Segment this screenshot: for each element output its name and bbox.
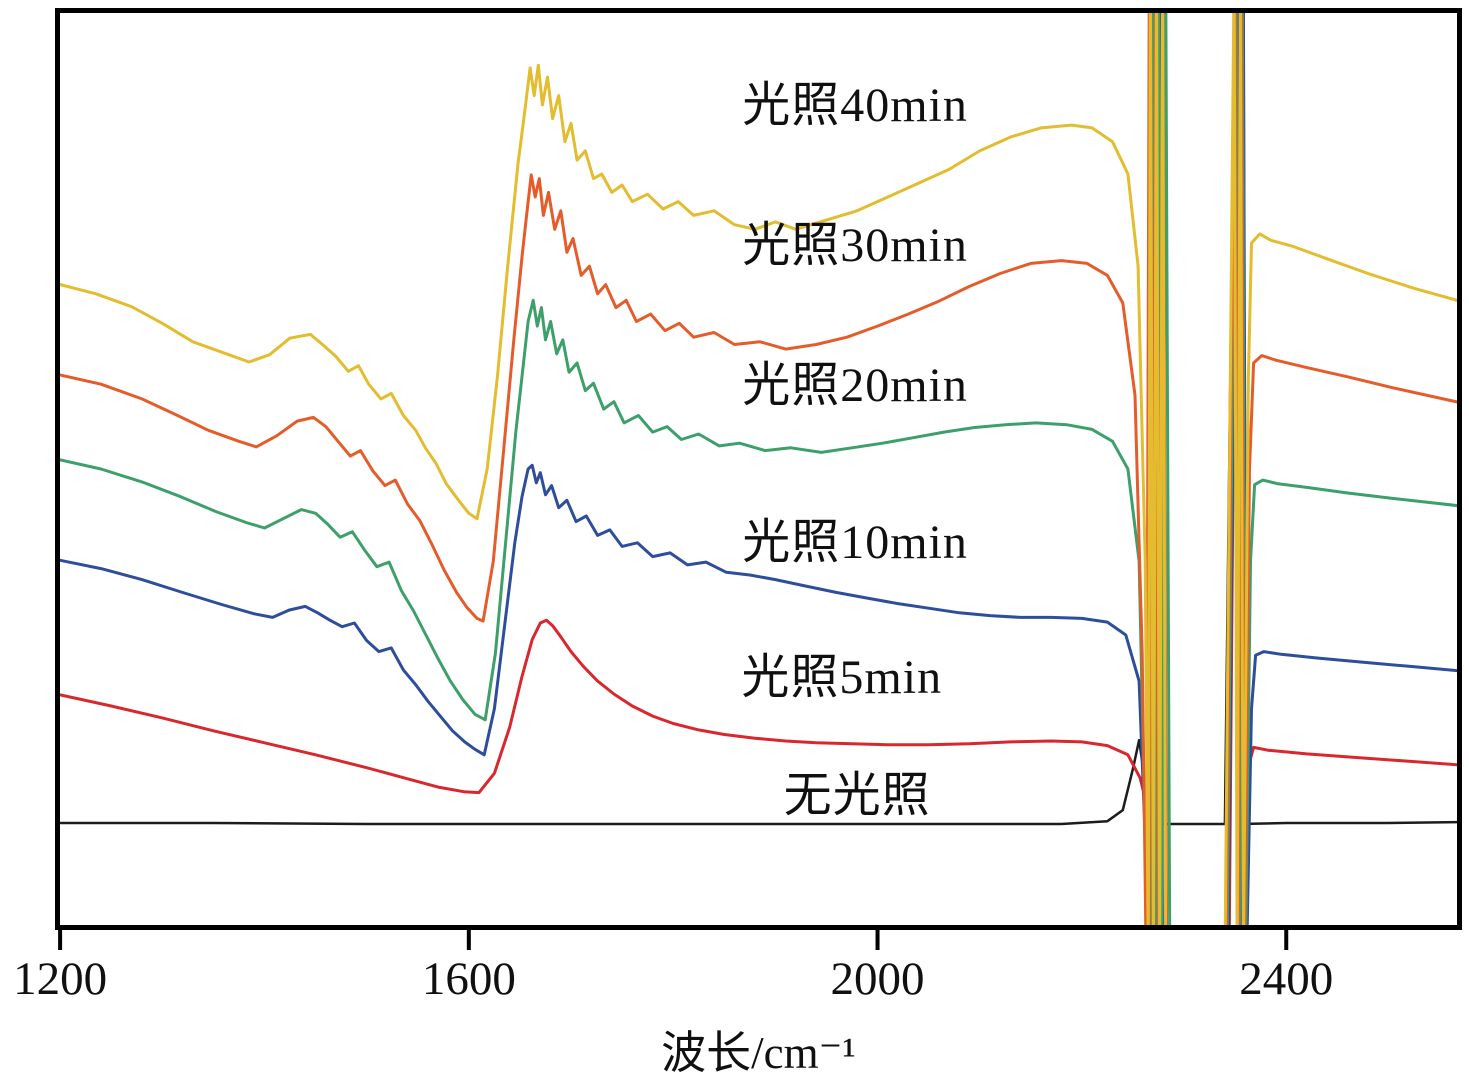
x-tick-label-1200: 1200: [13, 953, 108, 1005]
x-tick-label-1600: 1600: [421, 953, 516, 1005]
series-group: [60, 13, 1457, 925]
curve-label-20min: 光照20min: [742, 358, 968, 412]
x-tick-label-2000: 2000: [830, 953, 925, 1005]
curve-label-40min: 光照40min: [742, 79, 968, 133]
series-line-t20: [60, 13, 1457, 925]
plot-border-top: [55, 8, 1462, 930]
x-tick-label-2400: 2400: [1239, 953, 1334, 1005]
curve-label-10min: 光照10min: [742, 516, 968, 570]
curve-label-30min: 光照30min: [742, 219, 968, 273]
series-line-t40: [60, 13, 1457, 925]
curve-label-5min: 光照5min: [741, 650, 943, 704]
x-axis-title: 波长/cm⁻¹: [661, 1028, 856, 1078]
curve-label-dark: 无光照: [783, 768, 931, 822]
